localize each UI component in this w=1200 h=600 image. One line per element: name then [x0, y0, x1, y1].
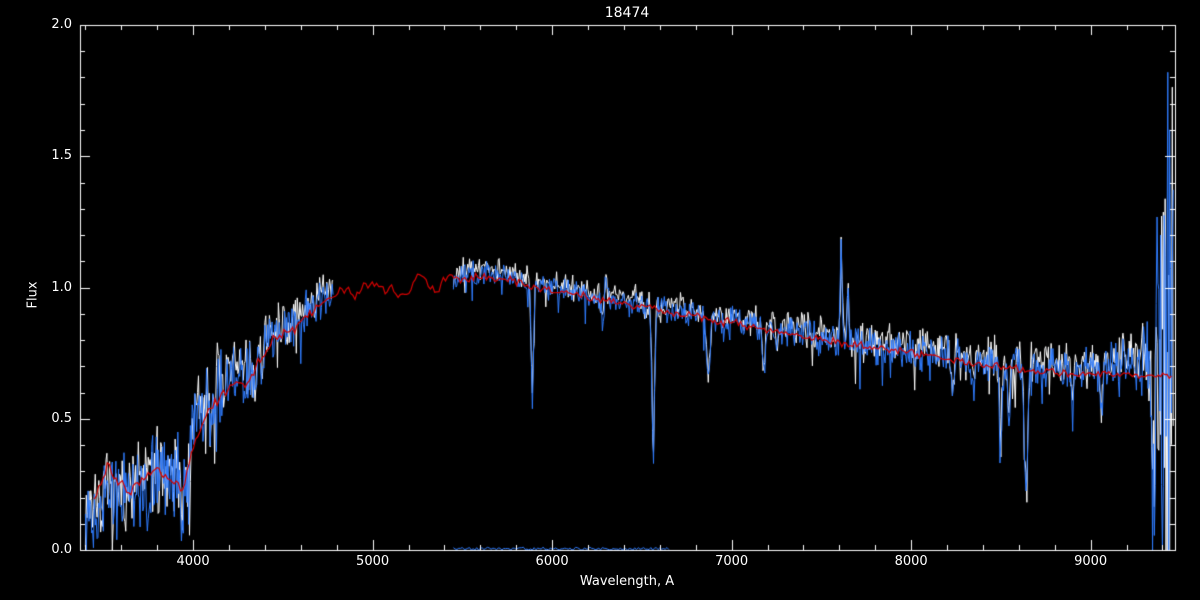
y-tick-label: 1.0: [51, 279, 72, 295]
x-tick-label: 9000: [1074, 554, 1108, 569]
x-tick-label: 6000: [535, 554, 569, 569]
y-tick-label: 0.0: [51, 542, 72, 557]
y-tick-label: 2.0: [51, 17, 72, 32]
x-tick-label: 7000: [715, 554, 749, 569]
y-tick-label: 1.5: [51, 148, 72, 164]
x-axis-label: Wavelength, A: [579, 574, 675, 589]
y-tick-label: 0.5: [51, 410, 72, 426]
x-tick-label: 8000: [894, 554, 928, 569]
x-tick-label: 5000: [356, 554, 390, 569]
x-tick-label: 4000: [176, 554, 210, 569]
chart-title: 18474: [604, 5, 650, 21]
